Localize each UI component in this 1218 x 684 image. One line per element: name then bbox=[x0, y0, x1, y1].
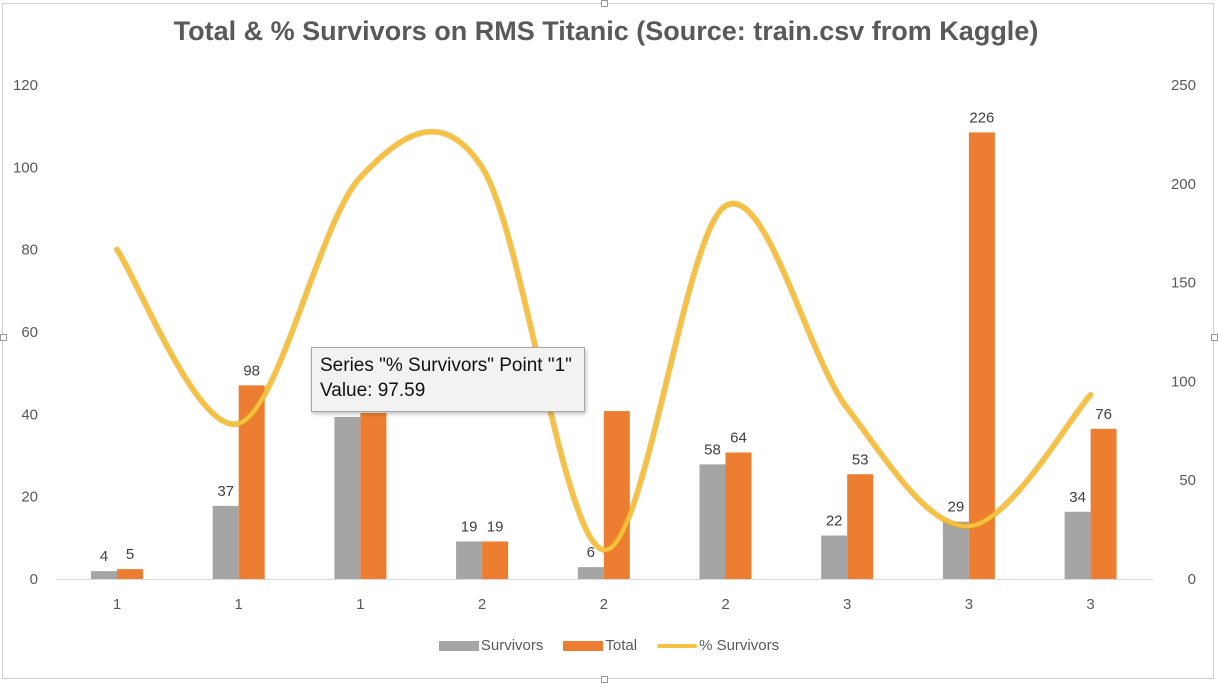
left-axis-tick-label: 0 bbox=[30, 571, 38, 588]
legend-label-total: Total bbox=[605, 637, 638, 654]
total-bar bbox=[847, 474, 874, 579]
survivors-bar bbox=[577, 567, 604, 579]
right-axis-tick-label: 50 bbox=[1179, 472, 1196, 489]
survivors-data-label: 4 bbox=[100, 548, 108, 565]
chart-legend[interactable]: Survivors Total % Survivors bbox=[0, 637, 1218, 654]
right-axis-tick-label: 150 bbox=[1171, 275, 1196, 292]
legend-item-survivors[interactable]: Survivors bbox=[438, 637, 544, 654]
tooltip-series-line: Series "% Survivors" Point "1" bbox=[320, 355, 572, 376]
total-data-label: 98 bbox=[243, 362, 260, 379]
survivors-data-label: 58 bbox=[704, 441, 721, 458]
x-axis-tick-label: 2 bbox=[600, 596, 608, 613]
survivors-bar bbox=[334, 416, 361, 579]
total-bar bbox=[360, 413, 387, 579]
tooltip-value-line: Value: 97.59 bbox=[320, 380, 426, 401]
resize-handle-top[interactable] bbox=[601, 0, 608, 7]
left-axis-tick-label: 100 bbox=[13, 159, 38, 176]
survivors-data-label: 6 bbox=[587, 544, 595, 561]
survivors-data-label: 19 bbox=[461, 518, 478, 535]
x-axis-tick-label: 1 bbox=[235, 596, 243, 613]
total-data-label: 226 bbox=[969, 109, 994, 126]
survivors-bar bbox=[699, 464, 726, 579]
legend-swatch-pct-survivors bbox=[657, 643, 698, 648]
survivors-data-label: 37 bbox=[217, 483, 234, 500]
chart-title: Total & % Survivors on RMS Titanic (Sour… bbox=[173, 16, 1039, 46]
chart-tooltip: Series "% Survivors" Point "1" Value: 97… bbox=[311, 347, 585, 412]
x-axis-tick-label: 2 bbox=[478, 596, 486, 613]
total-bar bbox=[117, 569, 143, 579]
right-axis-tick-label: 100 bbox=[1171, 373, 1196, 390]
legend-swatch-survivors bbox=[438, 640, 479, 651]
left-axis-tick-label: 20 bbox=[21, 489, 38, 506]
total-data-label: 64 bbox=[730, 430, 747, 447]
total-data-label: 5 bbox=[126, 546, 134, 563]
x-axis-tick-label: 3 bbox=[1086, 596, 1094, 613]
total-bar bbox=[482, 541, 509, 579]
x-axis-tick-label: 3 bbox=[965, 596, 973, 613]
survivors-data-label: 34 bbox=[1069, 489, 1086, 506]
legend-item-total[interactable]: Total bbox=[563, 637, 637, 654]
survivors-bar bbox=[821, 535, 848, 579]
survivors-data-label: 22 bbox=[826, 513, 843, 530]
x-axis-tick-label: 1 bbox=[356, 596, 364, 613]
legend-item-pct-survivors[interactable]: % Survivors bbox=[657, 637, 779, 654]
left-axis-tick-label: 120 bbox=[13, 77, 38, 94]
total-bar bbox=[725, 452, 752, 579]
right-axis-tick-label: 200 bbox=[1171, 176, 1196, 193]
total-bar bbox=[1090, 428, 1117, 579]
total-data-label: 76 bbox=[1095, 406, 1112, 423]
survivors-bar bbox=[1064, 511, 1091, 579]
right-axis-tick-label: 0 bbox=[1188, 571, 1196, 588]
left-axis-tick-label: 40 bbox=[21, 406, 38, 423]
right-axis-tick-label: 250 bbox=[1171, 77, 1196, 94]
pct-survivors-line bbox=[115, 129, 1093, 552]
x-axis-tick-label: 1 bbox=[113, 596, 121, 613]
legend-label-survivors: Survivors bbox=[480, 637, 544, 654]
legend-label-pct-survivors: % Survivors bbox=[699, 637, 780, 654]
resize-handle-bottom[interactable] bbox=[601, 676, 608, 683]
survivors-bar bbox=[212, 505, 239, 579]
survivors-data-label: 29 bbox=[948, 499, 965, 516]
resize-handle-left[interactable] bbox=[0, 334, 7, 341]
left-axis-tick-label: 80 bbox=[21, 242, 38, 259]
survivors-bar bbox=[91, 571, 117, 579]
legend-swatch-total bbox=[563, 640, 604, 651]
total-bar bbox=[603, 411, 630, 579]
total-data-label: 53 bbox=[852, 451, 869, 468]
survivors-bar bbox=[942, 521, 969, 579]
total-data-label: 19 bbox=[487, 518, 504, 535]
survivors-bar bbox=[456, 541, 483, 579]
x-axis-tick-label: 3 bbox=[843, 596, 851, 613]
x-axis-tick-label: 2 bbox=[721, 596, 729, 613]
left-axis-tick-label: 60 bbox=[21, 324, 38, 341]
total-bar bbox=[968, 132, 995, 579]
